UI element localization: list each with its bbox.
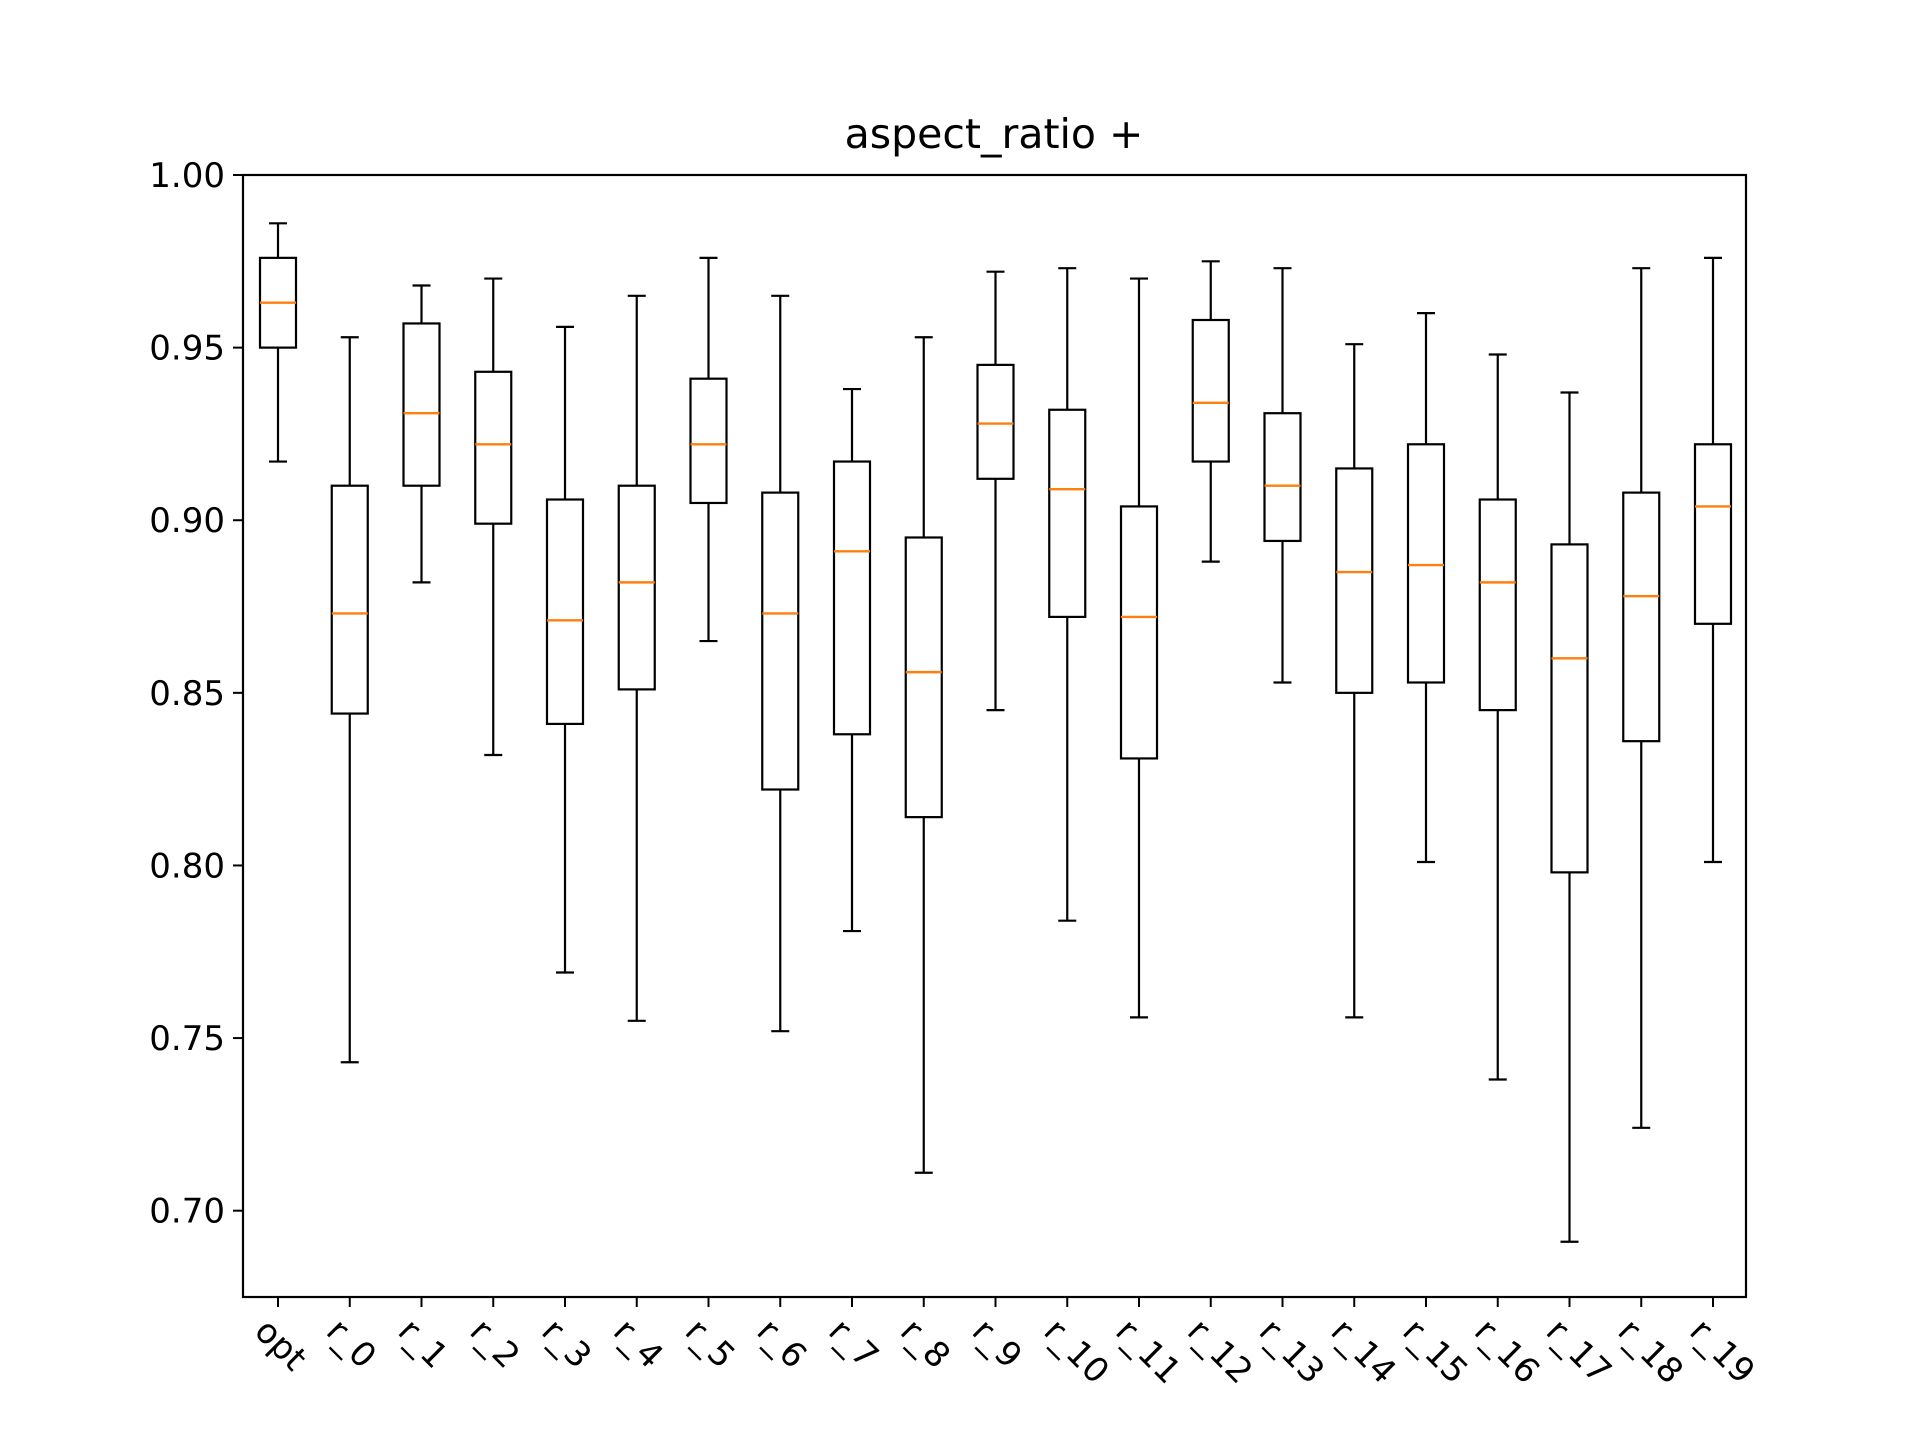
y-tick-label: 0.90 (149, 501, 225, 541)
y-tick-label: 0.95 (149, 329, 225, 369)
box-iqr (1550, 543, 1589, 874)
box-iqr (976, 363, 1015, 480)
box-iqr (832, 460, 872, 736)
axes-frame (241, 173, 1748, 1299)
box-iqr (1191, 318, 1230, 463)
box-iqr (1335, 467, 1374, 694)
box-iqr (474, 370, 513, 525)
y-tick-label: 1.00 (149, 156, 225, 196)
box-iqr (330, 484, 369, 715)
box-iqr (761, 491, 800, 791)
y-tick-label: 0.80 (149, 846, 225, 886)
box-iqr (545, 498, 585, 726)
box-iqr (689, 377, 728, 505)
chart-title: aspect_ratio + (845, 110, 1144, 158)
box-iqr (1048, 408, 1087, 618)
y-tick-label: 0.75 (149, 1019, 225, 1059)
box-iqr (617, 484, 656, 691)
box-iqr (1406, 443, 1446, 684)
box-iqr (1622, 491, 1661, 743)
y-tick-label: 0.70 (149, 1192, 225, 1232)
box-iqr (402, 322, 441, 487)
y-tick-label: 0.85 (149, 674, 225, 714)
box-iqr (1478, 498, 1517, 712)
box-iqr (904, 536, 943, 819)
box-iqr (1693, 443, 1733, 625)
box-iqr (1263, 412, 1302, 543)
box-iqr (1119, 505, 1159, 760)
